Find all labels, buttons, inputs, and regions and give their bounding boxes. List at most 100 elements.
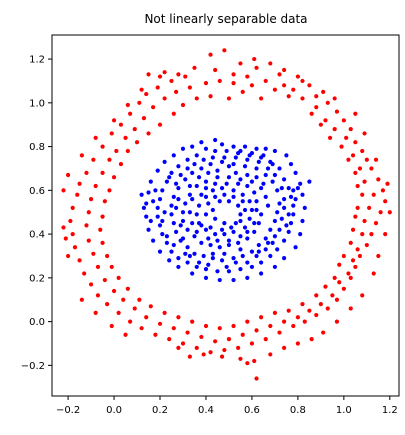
scatter-point xyxy=(208,52,213,57)
scatter-point xyxy=(245,260,250,265)
scatter-point xyxy=(139,87,144,92)
scatter-point xyxy=(178,172,183,178)
scatter-point xyxy=(242,207,248,213)
scatter-point xyxy=(162,159,167,164)
scatter-point xyxy=(88,282,94,287)
scatter-point xyxy=(286,308,291,313)
scatter-point xyxy=(231,144,236,149)
scatter-point xyxy=(332,126,337,132)
scatter-point xyxy=(153,332,158,337)
scatter-point xyxy=(231,256,236,261)
scatter-point xyxy=(61,188,66,193)
scatter-point xyxy=(242,164,248,169)
scatter-point xyxy=(249,341,255,346)
scatter-point xyxy=(275,210,280,215)
scatter-point xyxy=(118,122,124,127)
x-axis: −0.2 0.0 0.2 0.4 0.6 0.8 1.0 1.2 xyxy=(56,396,398,416)
scatter-point xyxy=(128,319,133,324)
scatter-point xyxy=(111,288,117,294)
scatter-point xyxy=(300,96,305,101)
scatter-point xyxy=(155,214,160,219)
scatter-point xyxy=(169,78,174,84)
scatter-point xyxy=(222,232,227,237)
y-tick-label: 1.2 xyxy=(29,55,45,66)
x-tick-label: 0.6 xyxy=(244,405,260,416)
scatter-point xyxy=(148,218,153,224)
scatter-point xyxy=(323,118,328,123)
scatter-point xyxy=(68,218,73,224)
scatter-point xyxy=(160,218,165,224)
scatter-point xyxy=(219,227,225,232)
scatter-point xyxy=(213,216,218,221)
scatter-point xyxy=(284,223,289,228)
scatter-point xyxy=(314,94,319,99)
scatter-point xyxy=(102,199,107,204)
scatter-point xyxy=(169,203,174,208)
scatter-point xyxy=(247,199,252,204)
scatter-point xyxy=(178,223,183,228)
scatter-point xyxy=(203,275,209,280)
scatter-point xyxy=(348,240,353,245)
scatter-point xyxy=(111,175,117,180)
scatter-point xyxy=(279,216,284,221)
scatter-point xyxy=(346,157,351,162)
y-tick-label: 0.4 xyxy=(29,230,45,241)
scatter-point xyxy=(213,339,218,344)
scatter-point xyxy=(286,212,291,217)
x-tick-label: 1.0 xyxy=(336,405,352,416)
scatter-point xyxy=(325,306,330,311)
scatter-point xyxy=(91,251,96,256)
scatter-point xyxy=(245,319,250,324)
scatter-point xyxy=(215,238,220,243)
scatter-point xyxy=(288,161,294,167)
scatter-point xyxy=(256,249,261,254)
scatter-point xyxy=(307,308,312,313)
scatter-point xyxy=(176,72,181,77)
scatter-point xyxy=(107,157,112,162)
scatter-point xyxy=(298,181,303,186)
scatter-point xyxy=(176,196,181,202)
scatter-point xyxy=(254,328,259,333)
scatter-point xyxy=(201,157,206,162)
y-tick-label: 1.0 xyxy=(29,98,45,109)
scatter-point xyxy=(302,319,307,324)
scatter-point xyxy=(109,264,114,270)
scatter-point xyxy=(385,181,390,186)
scatter-point xyxy=(233,155,238,160)
scatter-point xyxy=(275,247,280,252)
scatter-point xyxy=(203,186,209,191)
scatter-point xyxy=(164,240,169,245)
scatter-point xyxy=(86,238,91,243)
scatter-point xyxy=(302,205,307,210)
scatter-point xyxy=(256,221,261,226)
scatter-point xyxy=(252,229,257,235)
scatter-point xyxy=(265,240,271,245)
scatter-point xyxy=(194,212,199,217)
scatter-point xyxy=(346,271,351,276)
scatter-point xyxy=(282,205,287,210)
scatter-point xyxy=(249,264,255,270)
scatter-point xyxy=(217,245,222,250)
scatter-point xyxy=(263,78,268,84)
scatter-point xyxy=(206,236,211,241)
scatter-point xyxy=(116,275,121,280)
scatter-point xyxy=(192,161,197,167)
scatter-point xyxy=(226,337,232,342)
scatter-point xyxy=(219,354,225,359)
scatter-point xyxy=(376,177,381,182)
scatter-point xyxy=(169,212,174,217)
scatter-point xyxy=(132,306,137,311)
scatter-point xyxy=(254,65,259,70)
scatter-point xyxy=(238,247,243,252)
scatter-point xyxy=(199,240,204,245)
scatter-point xyxy=(77,181,82,186)
scatter-point xyxy=(194,183,199,189)
scatter-point xyxy=(238,148,243,154)
y-tick-label: −0.2 xyxy=(21,361,45,372)
scatter-point xyxy=(201,253,206,259)
scatter-point xyxy=(84,223,89,228)
scatter-point xyxy=(217,326,222,331)
scatter-point xyxy=(82,271,87,276)
scatter-point xyxy=(334,109,340,114)
scatter-point xyxy=(300,218,305,224)
